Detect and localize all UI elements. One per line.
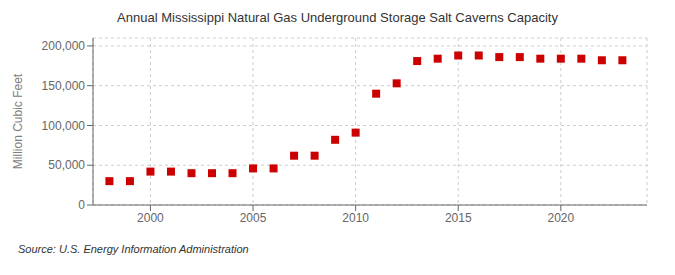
svg-text:50,000: 50,000	[48, 158, 85, 172]
svg-text:2005: 2005	[240, 211, 267, 225]
svg-text:2015: 2015	[445, 211, 472, 225]
svg-text:150,000: 150,000	[42, 79, 86, 93]
svg-text:Million Cubic Feet: Million Cubic Feet	[11, 73, 25, 169]
svg-text:2010: 2010	[342, 211, 369, 225]
svg-text:2020: 2020	[547, 211, 574, 225]
svg-text:2000: 2000	[137, 211, 164, 225]
svg-text:0: 0	[78, 198, 85, 212]
svg-text:200,000: 200,000	[42, 39, 86, 53]
html-text:Source: U.S. Energy Informatio: Source: U.S. Energy Information Administ…	[18, 243, 249, 255]
html-text:Annual Mississippi Natural Gas: Annual Mississippi Natural Gas Undergrou…	[117, 10, 558, 25]
svg-text:100,000: 100,000	[42, 119, 86, 133]
